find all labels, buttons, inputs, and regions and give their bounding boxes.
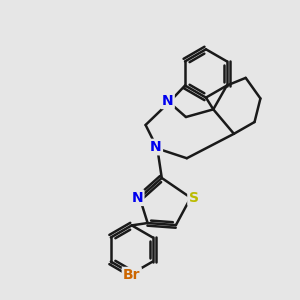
- Text: S: S: [189, 191, 199, 205]
- Text: N: N: [150, 140, 162, 154]
- Text: N: N: [131, 191, 143, 205]
- Text: Br: Br: [123, 268, 140, 282]
- Text: N: N: [162, 94, 173, 108]
